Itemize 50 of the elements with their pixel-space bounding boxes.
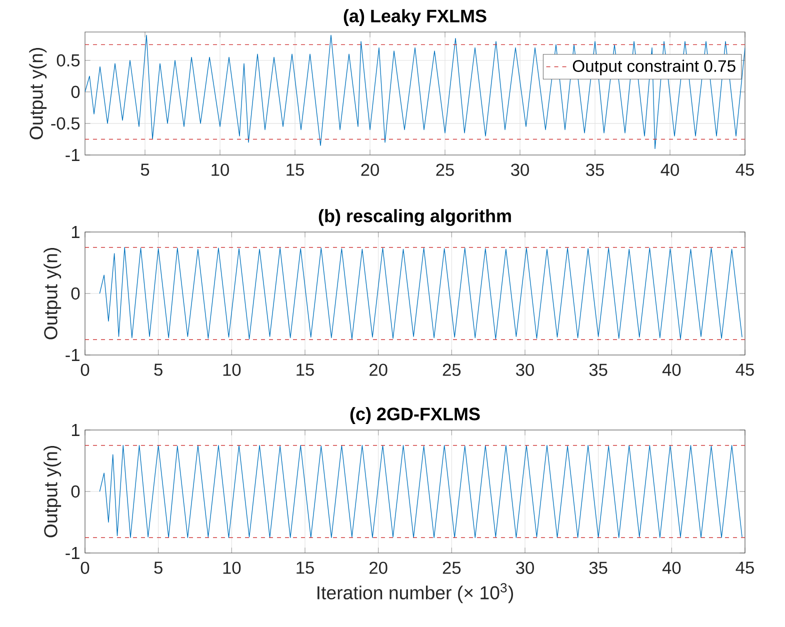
chart-title: (c) 2GD-FXLMS bbox=[350, 407, 480, 424]
x-tick-label: 15 bbox=[286, 164, 304, 176]
y-tick-label: 1 bbox=[72, 424, 80, 436]
y-axis-title: Output y(n) bbox=[44, 248, 62, 340]
x-tick-label: 0 bbox=[80, 364, 90, 376]
x-tick-label: 15 bbox=[296, 562, 314, 574]
y-tick-label: 0 bbox=[71, 287, 80, 300]
y-tick-label: 0 bbox=[71, 86, 80, 98]
x-tick-label: 45 bbox=[736, 164, 754, 176]
x-tick-label: 45 bbox=[736, 562, 754, 574]
x-tick-label: 45 bbox=[736, 364, 754, 376]
line-series bbox=[99, 445, 742, 538]
line-series bbox=[99, 247, 742, 340]
x-tick-label: 20 bbox=[361, 164, 379, 176]
y-tick-label: -1 bbox=[66, 547, 80, 559]
chart-title: (b) rescaling algorithm bbox=[318, 209, 511, 226]
x-axis-title: Iteration number (× 10$^{3}$) bbox=[318, 583, 514, 604]
y-tick-label: 0 bbox=[71, 485, 80, 498]
chart-title: (a) Leaky FXLMS bbox=[344, 9, 486, 26]
y-axis-title: Output y(n) bbox=[44, 446, 62, 538]
line-series bbox=[85, 34, 745, 150]
x-tick-label: 25 bbox=[436, 164, 454, 176]
x-tick-label: 35 bbox=[589, 562, 608, 574]
y-tick-label: 0.5 bbox=[56, 54, 80, 67]
x-tick-label: 25 bbox=[442, 364, 461, 376]
y-axis-title: Output y(n) bbox=[29, 48, 47, 140]
x-tick-label: 25 bbox=[442, 562, 461, 574]
x-tick-label: 10 bbox=[223, 364, 241, 376]
y-tick-label: -1 bbox=[66, 149, 80, 161]
x-tick-label: 5 bbox=[154, 364, 162, 376]
x-tick-label: 20 bbox=[370, 364, 388, 376]
x-tick-label: 15 bbox=[296, 364, 314, 376]
x-tick-label: 30 bbox=[516, 562, 534, 574]
x-tick-label: 0 bbox=[80, 562, 90, 574]
y-tick-label: 1 bbox=[72, 226, 80, 238]
x-tick-label: 40 bbox=[662, 364, 681, 376]
x-tick-label: 5 bbox=[154, 562, 162, 574]
legend-label: Output constraint 0.75 bbox=[572, 60, 736, 76]
x-tick-label: 30 bbox=[516, 364, 534, 376]
x-tick-label: 40 bbox=[660, 164, 679, 176]
x-tick-label: 20 bbox=[370, 562, 388, 574]
x-tick-label: 5 bbox=[140, 164, 150, 176]
x-tick-label: 30 bbox=[511, 164, 529, 176]
y-tick-label: -0.5 bbox=[51, 117, 80, 130]
x-tick-label: 40 bbox=[662, 562, 681, 574]
x-tick-label: 10 bbox=[223, 562, 241, 574]
x-tick-label: 10 bbox=[212, 164, 229, 176]
x-tick-label: 35 bbox=[589, 364, 608, 376]
x-tick-label: 35 bbox=[586, 164, 604, 176]
y-tick-label: -1 bbox=[66, 349, 80, 361]
